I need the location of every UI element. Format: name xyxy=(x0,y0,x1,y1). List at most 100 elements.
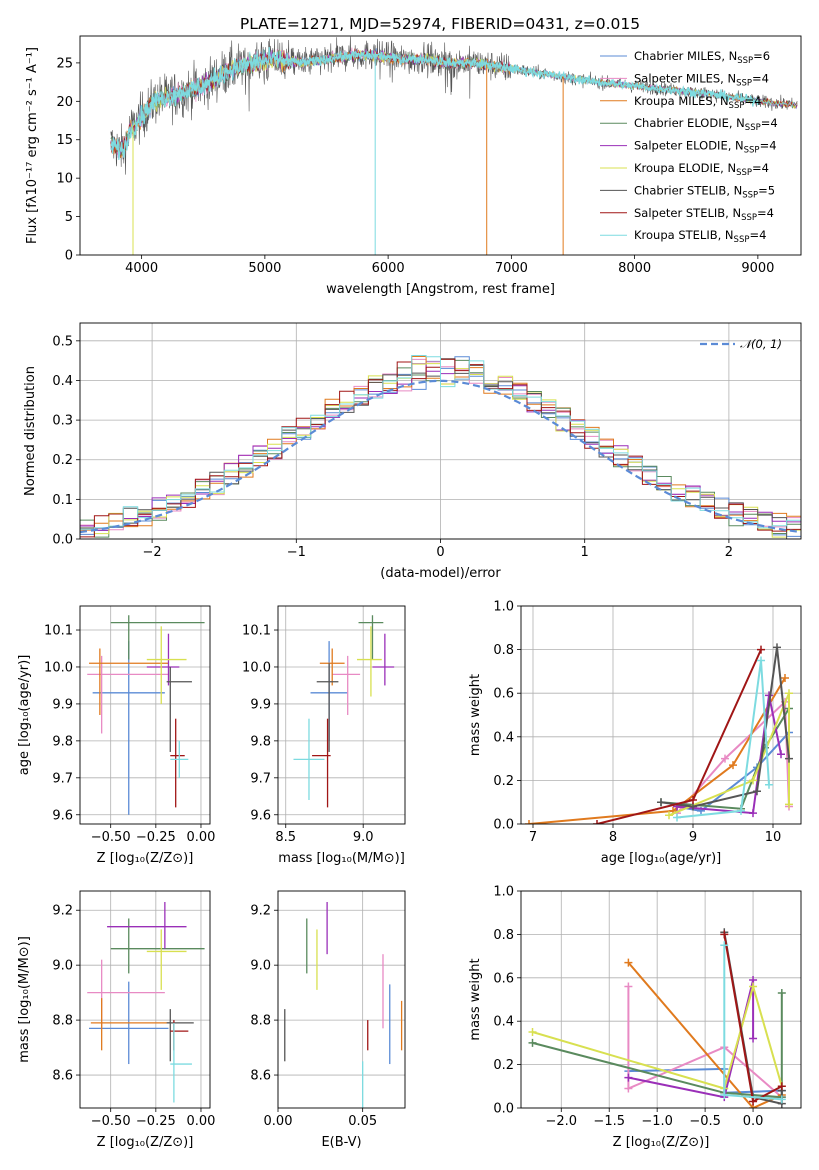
mw_age-panel: 7 8 9 10 0.0 0.2 0.4 0.6 0.8 1.0 age [log₁₀(age/yr… xyxy=(468,600,802,866)
x-tick-label: 1 xyxy=(581,545,589,560)
mw_Z-panel: −2.0 −1.5 −1.0 −0.5 0.0 0.0 0.2 0.4 0.6 0.8 1.0 Z [… xyxy=(468,885,802,1150)
spectrum-title: PLATE=1271, MJD=52974, FIBERID=0431, z=0… xyxy=(240,15,640,33)
y-tick-label: 0.2 xyxy=(493,1058,514,1073)
mass-weight-marker xyxy=(749,1097,758,1106)
x-tick-label: −0.5 xyxy=(689,1114,721,1129)
y-tick-label: 1.0 xyxy=(493,600,514,615)
y-axis-label: Normed distribution xyxy=(23,366,38,496)
y-tick-label: 0 xyxy=(65,249,73,264)
mass_EBV-plot-area xyxy=(284,901,403,1108)
y-tick-label: 0.0 xyxy=(493,1102,514,1117)
y-tick-label: 10.1 xyxy=(242,624,271,639)
histogram-step xyxy=(80,355,801,539)
y-axis-label: age [log₁₀(age/yr)] xyxy=(17,655,32,776)
x-tick-label: −1.0 xyxy=(641,1114,673,1129)
y-tick-label: 0.8 xyxy=(493,928,514,943)
x-tick-label: −1 xyxy=(287,545,306,560)
axes-frame xyxy=(79,322,802,540)
y-tick-label: 0.4 xyxy=(493,1015,514,1030)
y-tick-label: 9.2 xyxy=(52,904,73,919)
y-tick-label: 9.6 xyxy=(250,808,271,823)
mass-weight-marker xyxy=(528,1038,537,1047)
mass-weight-marker xyxy=(720,941,729,950)
y-tick-label: 9.9 xyxy=(250,697,271,712)
mass-weight-marker xyxy=(781,673,789,682)
mass-weight-marker xyxy=(624,982,633,991)
y-axis-label: mass [log₁₀(M/M⊙)] xyxy=(17,936,32,1063)
mass-weight-marker xyxy=(624,1084,633,1093)
normal-curve xyxy=(80,379,799,534)
x-tick-label: 4000 xyxy=(125,261,158,276)
mass-weight-line xyxy=(668,692,790,817)
mass-weight-marker xyxy=(773,643,781,652)
y-tick-label: 0.5 xyxy=(52,334,73,349)
age_mass-panel: 8.5 9.0 9.6 9.7 9.8 9.9 10.0 10.1 mass [log₁₀(M/… xyxy=(242,605,406,866)
x-tick-label: −0.25 xyxy=(136,1114,176,1129)
mass-weight-marker xyxy=(749,1034,758,1043)
mass-weight-marker xyxy=(753,787,761,796)
y-axis-label: mass weight xyxy=(468,674,483,756)
mass-weight-marker xyxy=(785,800,793,809)
x-tick-label: −2.0 xyxy=(545,1114,577,1129)
mass-weight-line xyxy=(532,982,783,1090)
x-axis-label: E(B-V) xyxy=(321,1135,361,1150)
age_Z-plot-area xyxy=(87,615,205,815)
spectrum-panel: 4000 5000 6000 7000 8000 9000 0 5 10 15 20 25 wavele… xyxy=(25,35,802,297)
mass-weight-marker xyxy=(665,811,673,820)
x-tick-label: 8 xyxy=(609,830,617,845)
y-tick-label: 5 xyxy=(65,210,73,225)
x-tick-label: 0.0 xyxy=(743,1114,764,1129)
x-axis-label: Z [log₁₀(Z/Z⊙)] xyxy=(613,1135,710,1150)
axes-frame xyxy=(520,605,802,825)
mass-weight-marker xyxy=(777,1082,786,1091)
y-tick-label: 0.1 xyxy=(52,493,73,508)
axes-frame xyxy=(277,890,406,1109)
x-tick-label: 2 xyxy=(725,545,733,560)
axes-frame xyxy=(520,890,802,1109)
legend-label: Chabrier MILES, NSSP=6 xyxy=(634,49,770,66)
legend-label: Chabrier ELODIE, NSSP=4 xyxy=(634,116,778,133)
mass-weight-marker xyxy=(689,796,697,805)
x-tick-label: 7 xyxy=(529,830,537,845)
y-tick-label: 9.7 xyxy=(52,771,73,786)
x-tick-label: 7000 xyxy=(495,261,528,276)
y-tick-label: 15 xyxy=(56,133,73,148)
spectrum-legend: Chabrier MILES, NSSP=6 Salpeter MILES, NS… xyxy=(600,49,778,245)
mass-weight-marker xyxy=(624,958,633,967)
mass-weight-line xyxy=(627,986,783,1098)
legend-label: Chabrier STELIB, NSSP=5 xyxy=(634,183,775,200)
x-tick-label: 0.05 xyxy=(348,1114,377,1129)
x-axis-label: wavelength [Angstrom, rest frame] xyxy=(326,282,555,297)
y-tick-label: 10.0 xyxy=(44,660,73,675)
mass-weight-line xyxy=(528,677,786,824)
y-axis-label: mass weight xyxy=(468,958,483,1040)
legend-label: Salpeter STELIB, NSSP=4 xyxy=(634,206,774,223)
x-tick-label: 0.00 xyxy=(186,1114,215,1129)
mass-weight-marker xyxy=(749,809,757,818)
x-tick-label: −0.50 xyxy=(91,830,131,845)
mass-weight-marker xyxy=(757,645,765,654)
x-axis-label: mass [log₁₀(M/M⊙)] xyxy=(278,851,405,866)
age_Z-panel: −0.50 −0.25 0.00 9.6 9.7 9.8 9.9 10.0 10.1 Z [log… xyxy=(17,605,215,866)
mass-weight-marker xyxy=(785,689,793,698)
y-tick-label: 0.8 xyxy=(493,643,514,658)
axes-frame xyxy=(79,890,211,1109)
x-axis-label: Z [log₁₀(Z/Z⊙)] xyxy=(97,851,194,866)
axes-frame xyxy=(79,35,802,256)
mass-weight-marker xyxy=(765,780,773,789)
y-tick-label: 0.3 xyxy=(52,414,73,429)
y-tick-label: 0.2 xyxy=(493,774,514,789)
y-tick-label: 8.6 xyxy=(250,1069,271,1084)
x-tick-label: −1.5 xyxy=(593,1114,625,1129)
mass-weight-marker xyxy=(777,988,786,997)
y-tick-label: 10.0 xyxy=(242,660,271,675)
y-tick-label: 9.2 xyxy=(250,904,271,919)
x-tick-label: −2 xyxy=(143,545,162,560)
mass-weight-marker xyxy=(757,656,765,665)
x-tick-label: 6000 xyxy=(372,261,405,276)
mass-weight-marker xyxy=(593,820,601,824)
mw_Z-plot-area xyxy=(528,928,786,1108)
spectrum-plot-area xyxy=(110,36,798,255)
mass-weight-marker xyxy=(720,1090,729,1099)
